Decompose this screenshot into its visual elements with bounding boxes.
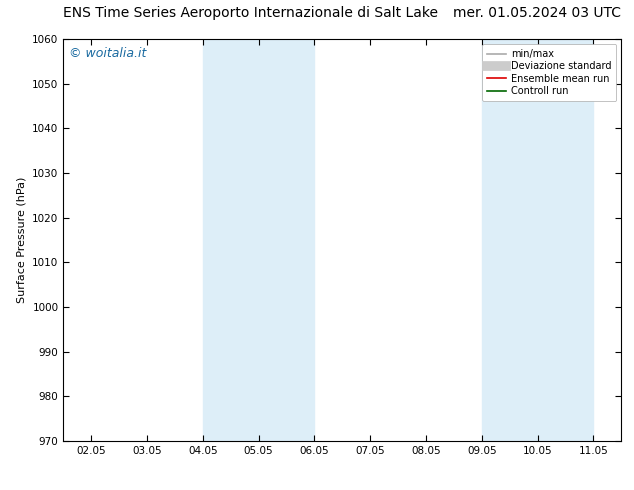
Legend: min/max, Deviazione standard, Ensemble mean run, Controll run: min/max, Deviazione standard, Ensemble m… bbox=[482, 44, 616, 101]
Text: mer. 01.05.2024 03 UTC: mer. 01.05.2024 03 UTC bbox=[453, 5, 621, 20]
Text: ENS Time Series Aeroporto Internazionale di Salt Lake: ENS Time Series Aeroporto Internazionale… bbox=[63, 5, 438, 20]
Bar bbox=[259, 39, 314, 441]
Bar bbox=[482, 39, 538, 441]
Bar bbox=[538, 39, 593, 441]
Bar bbox=[203, 39, 259, 441]
Y-axis label: Surface Pressure (hPa): Surface Pressure (hPa) bbox=[16, 177, 27, 303]
Text: © woitalia.it: © woitalia.it bbox=[69, 47, 146, 60]
